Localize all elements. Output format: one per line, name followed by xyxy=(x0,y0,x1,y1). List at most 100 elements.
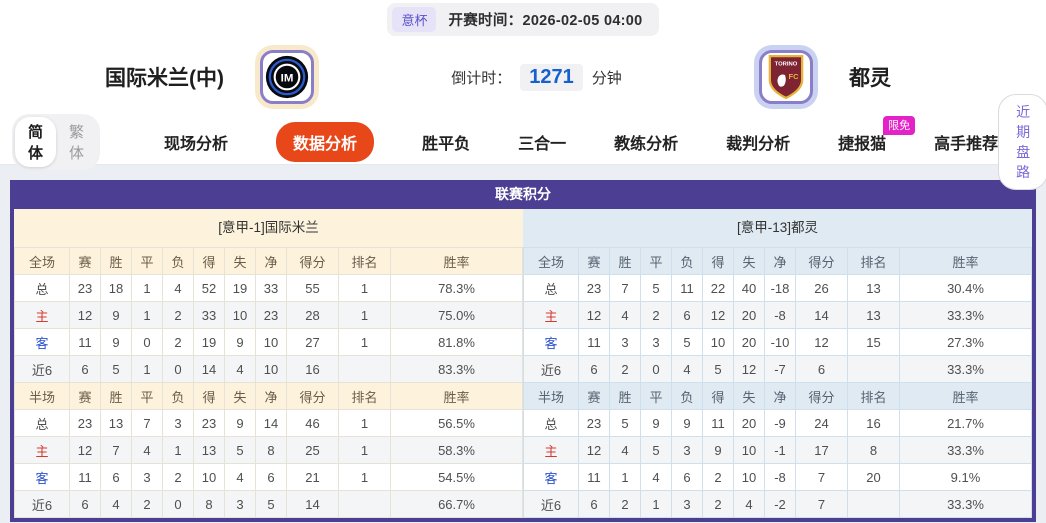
stat-cell: 1 xyxy=(162,436,194,464)
away-team-block: TORINO FC 都灵 xyxy=(751,44,891,110)
stat-cell: 15 xyxy=(847,328,900,356)
stat-cell: 4 xyxy=(609,436,641,464)
tab-jiebao-cat-label: 捷报猫 xyxy=(838,136,887,153)
home-stats-table: 全场赛胜平负得失净得分 排名 胜率总 23 18 1 4 52 19 33 55 1 78.3% 主 12 9… xyxy=(14,247,523,518)
stat-cell: 11 xyxy=(671,274,703,302)
language-toggle: 简体 繁体 xyxy=(12,114,101,170)
row-label: 总 xyxy=(523,409,579,437)
column-header: 胜 xyxy=(609,247,641,275)
stat-cell: 12 xyxy=(69,301,101,329)
row-label: 主 xyxy=(523,436,579,464)
stat-cell: 5 xyxy=(224,436,256,464)
column-header: 赛 xyxy=(69,247,101,275)
stat-cell: 7 xyxy=(131,409,163,437)
stat-cell: 11 xyxy=(702,409,734,437)
stat-cell: 26 xyxy=(795,274,848,302)
home-standings-header: [意甲-1]国际米兰 xyxy=(14,209,523,247)
stat-cell: 23 xyxy=(578,409,610,437)
stat-cell: 3 xyxy=(224,490,256,518)
stat-cell: 2 xyxy=(640,301,672,329)
row-label: 总 xyxy=(14,274,70,302)
tab-expert-picks[interactable]: 高手推荐 xyxy=(934,136,999,153)
stat-cell: 9 xyxy=(100,301,132,329)
stat-cell: -1 xyxy=(764,436,796,464)
row-label: 客 xyxy=(523,463,579,491)
stat-cell: 17 xyxy=(795,436,848,464)
stat-cell: 11 xyxy=(69,463,101,491)
stat-cell: 2 xyxy=(162,463,194,491)
column-header: 胜 xyxy=(100,382,132,410)
table-row: 总 23 7 5 11 22 40 -18 26 13 30.4% xyxy=(523,274,1032,302)
stat-cell: 12 xyxy=(69,436,101,464)
stat-cell: 1 xyxy=(338,436,391,464)
column-header: 负 xyxy=(162,382,194,410)
stat-cell: 2 xyxy=(162,301,194,329)
free-trial-badge: 限免 xyxy=(883,116,916,135)
stat-cell: 1 xyxy=(338,274,391,302)
stat-cell: 16 xyxy=(286,355,339,383)
stat-cell: 1 xyxy=(338,301,391,329)
lang-traditional[interactable]: 繁体 xyxy=(69,124,85,162)
stat-cell: 4 xyxy=(224,463,256,491)
stat-cell: -9 xyxy=(764,409,796,437)
stat-cell: 3 xyxy=(609,328,641,356)
tab-referee-analysis[interactable]: 裁判分析 xyxy=(726,136,791,153)
standings-title: 联赛积分 xyxy=(14,180,1032,209)
column-header: 失 xyxy=(733,382,765,410)
table-row: 客 11 3 3 5 10 20 -10 12 15 27.3% xyxy=(523,328,1032,356)
column-header-row: 全场赛胜平负得失净得分 排名 胜率 xyxy=(14,247,523,275)
column-header: 胜率 xyxy=(899,382,1032,410)
stat-cell xyxy=(338,355,391,383)
column-header: 赛 xyxy=(69,382,101,410)
stat-cell: 6 xyxy=(795,355,848,383)
column-header: 平 xyxy=(131,247,163,275)
stat-cell: 8 xyxy=(847,436,900,464)
stat-cell: 2 xyxy=(609,490,641,518)
stat-cell: 83.3% xyxy=(390,355,523,383)
away-standings-header: [意甲-13]都灵 xyxy=(523,209,1032,247)
stat-cell: 9 xyxy=(702,436,734,464)
lang-simplified[interactable]: 简体 xyxy=(15,117,57,167)
stat-cell: 3 xyxy=(131,463,163,491)
stat-cell: 12 xyxy=(578,436,610,464)
stat-cell: 4 xyxy=(671,355,703,383)
match-header: 国际米兰(中) IM 倒计时： 1271 分钟 TORINO FC 都灵 xyxy=(0,34,1046,120)
stat-cell: 33.3% xyxy=(899,355,1032,383)
table-row: 客 11 9 0 2 19 9 10 27 1 81.8% xyxy=(14,328,523,356)
stat-cell: 6 xyxy=(671,301,703,329)
tab-three-in-one[interactable]: 三合一 xyxy=(518,136,567,153)
stat-cell: 23 xyxy=(193,409,225,437)
stat-cell: 13 xyxy=(847,301,900,329)
torino-logo-icon: TORINO FC xyxy=(768,54,804,100)
recent-odds-button[interactable]: 近期盘路 xyxy=(998,94,1046,190)
stat-cell: -8 xyxy=(764,301,796,329)
stat-cell: 52 xyxy=(193,274,225,302)
row-label: 主 xyxy=(14,436,70,464)
countdown: 倒计时： 1271 分钟 xyxy=(322,63,751,91)
table-row: 近6 6 5 1 0 14 4 10 16 83.3% xyxy=(14,355,523,383)
stat-cell: 81.8% xyxy=(390,328,523,356)
tab-live-analysis[interactable]: 现场分析 xyxy=(164,136,229,153)
tab-win-draw-loss[interactable]: 胜平负 xyxy=(422,136,471,153)
column-header: 赛 xyxy=(578,247,610,275)
column-header: 半场 xyxy=(14,382,70,410)
column-header: 胜 xyxy=(609,382,641,410)
tab-jiebao-cat[interactable]: 捷报猫 限免 xyxy=(838,116,916,154)
nav-tabs-bar: 简体 繁体 现场分析 数据分析 胜平负 三合一 教练分析 裁判分析 捷报猫 限免 … xyxy=(0,94,1046,190)
stat-cell: 5 xyxy=(640,436,672,464)
tab-coach-analysis[interactable]: 教练分析 xyxy=(614,136,679,153)
stat-cell: 21.7% xyxy=(899,409,1032,437)
stat-cell: 10 xyxy=(733,436,765,464)
kickoff-time-text: 开赛时间：2026-02-05 04:00 xyxy=(448,9,642,30)
stat-cell: 7 xyxy=(795,463,848,491)
row-label: 总 xyxy=(14,409,70,437)
stat-cell: 2 xyxy=(609,355,641,383)
column-header: 胜率 xyxy=(899,247,1032,275)
stat-cell: 2 xyxy=(702,490,734,518)
column-header: 净 xyxy=(255,382,287,410)
tab-data-analysis[interactable]: 数据分析 xyxy=(276,122,375,162)
kickoff-bar: 意杯 开赛时间：2026-02-05 04:00 xyxy=(0,0,1046,36)
stat-cell: 14 xyxy=(193,355,225,383)
stat-cell: 58.3% xyxy=(390,436,523,464)
stat-cell: 19 xyxy=(224,274,256,302)
